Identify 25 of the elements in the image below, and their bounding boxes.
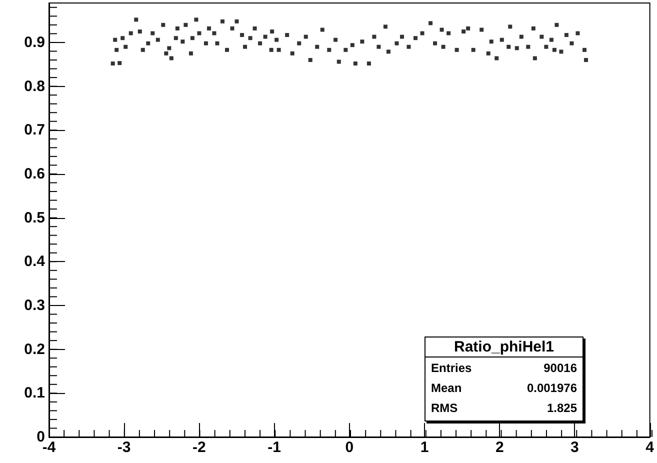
x-tick-label: 2 [495, 439, 504, 456]
y-tick-label: 0.3 [24, 296, 45, 314]
annotation: RMS [431, 401, 458, 415]
annotation: 90016 [544, 361, 578, 375]
y-tick-label: 0.4 [24, 253, 46, 270]
annotation: Mean [431, 381, 462, 395]
x-tick-label: 4 [646, 439, 655, 456]
y-tick-label: 0.1 [24, 384, 45, 402]
y-tick-label: 0 [36, 428, 45, 446]
y-tick-label: 0.7 [24, 122, 45, 139]
x-tick-label: 1 [420, 439, 429, 456]
y-tick-label: 0.2 [24, 340, 45, 358]
y-tick-label: 0.5 [24, 209, 45, 226]
x-tick-label: -3 [117, 439, 131, 456]
y-tick-label: 0.6 [24, 165, 45, 182]
x-tick-label: -1 [268, 439, 281, 456]
annotation: Entries [431, 361, 472, 375]
annotation: 1.825 [546, 401, 578, 415]
x-tick-label: 3 [570, 439, 579, 456]
annotation: Ratio_phiHel1 [454, 338, 554, 356]
x-tick-label: -2 [192, 439, 206, 456]
y-tick-label: 0.8 [24, 78, 45, 95]
y-tick-label: 0.9 [24, 34, 45, 51]
annotation: 0.001976 [526, 381, 578, 395]
x-tick-label: 0 [345, 439, 354, 456]
